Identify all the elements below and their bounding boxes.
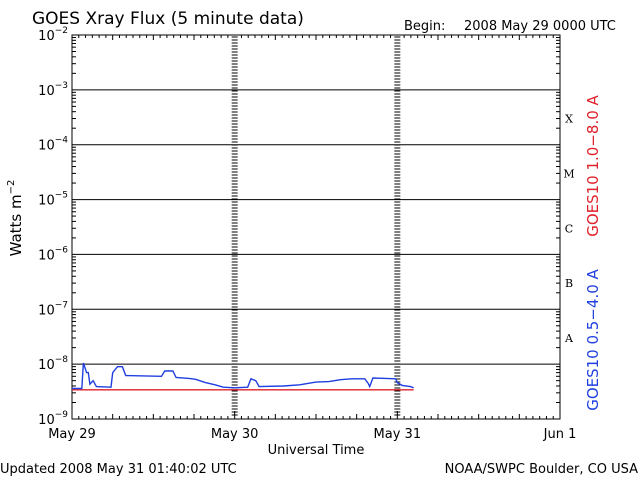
x-tick-label: Jun 1 — [543, 427, 577, 442]
y-tick-base: 10 — [38, 84, 55, 99]
y-axis-title-exponent: −2 — [6, 180, 17, 195]
x-tick-label: May 29 — [48, 427, 96, 442]
plot-area — [71, 34, 561, 420]
y-tick-label: 10−6 — [38, 245, 68, 263]
y-tick-label: 10−4 — [38, 136, 68, 154]
flare-class-label: M — [563, 167, 574, 180]
y-tick-label: 10−2 — [38, 26, 68, 44]
y-tick-exponent: −6 — [55, 245, 69, 255]
y-tick-base: 10 — [38, 413, 55, 428]
legend-series-long: GOES10 1.0−8.0 A — [584, 94, 602, 236]
y-tick-base: 10 — [38, 194, 55, 209]
y-tick-label: 10−9 — [38, 410, 68, 428]
credit-text: NOAA/SWPC Boulder, CO USA — [445, 462, 638, 477]
y-axis: 10−210−310−410−510−610−710−810−9 — [38, 26, 560, 428]
y-tick-exponent: −4 — [55, 136, 69, 146]
x-tick-label: May 31 — [374, 427, 422, 442]
flare-class-label: B — [565, 277, 573, 290]
y-tick-label: 10−8 — [38, 355, 68, 373]
y-tick-base: 10 — [38, 358, 55, 373]
y-tick-label: 10−3 — [38, 81, 68, 99]
chart-title: GOES Xray Flux (5 minute data) — [32, 9, 304, 29]
begin-value: 2008 May 29 0000 UTC — [464, 19, 616, 34]
data-series — [72, 362, 414, 391]
y-tick-exponent: −8 — [55, 355, 69, 365]
y-tick-exponent: −7 — [55, 300, 68, 310]
y-tick-exponent: −3 — [55, 81, 68, 91]
y-tick-exponent: −5 — [55, 191, 68, 201]
y-tick-exponent: −9 — [55, 410, 69, 420]
updated-timestamp: Updated 2008 May 31 01:40:02 UTC — [0, 462, 237, 477]
flare-class-label: C — [565, 222, 573, 235]
begin-label: Begin: — [404, 19, 445, 34]
flare-class-label: X — [565, 113, 573, 126]
y-tick-exponent: −2 — [55, 26, 68, 36]
flare-class-label: A — [564, 332, 574, 345]
series-line-short — [72, 362, 414, 390]
y-tick-base: 10 — [38, 139, 55, 154]
x-tick-label: May 30 — [211, 427, 259, 442]
y-tick-base: 10 — [38, 248, 55, 263]
x-axis-title: Universal Time — [268, 443, 365, 458]
y-tick-label: 10−7 — [38, 300, 68, 318]
y-axis-title: Watts m−2 — [6, 180, 25, 257]
y-tick-base: 10 — [38, 29, 55, 44]
y-tick-label: 10−5 — [38, 191, 68, 209]
y-tick-base: 10 — [38, 303, 55, 318]
flare-class-labels: X M C B A — [563, 113, 574, 345]
y-axis-title-base: Watts m — [7, 194, 25, 256]
x-axis: May 29 May 30 May 31 Jun 1 — [48, 35, 576, 442]
legend-series-short: GOES10 0.5−4.0 A — [584, 268, 602, 410]
